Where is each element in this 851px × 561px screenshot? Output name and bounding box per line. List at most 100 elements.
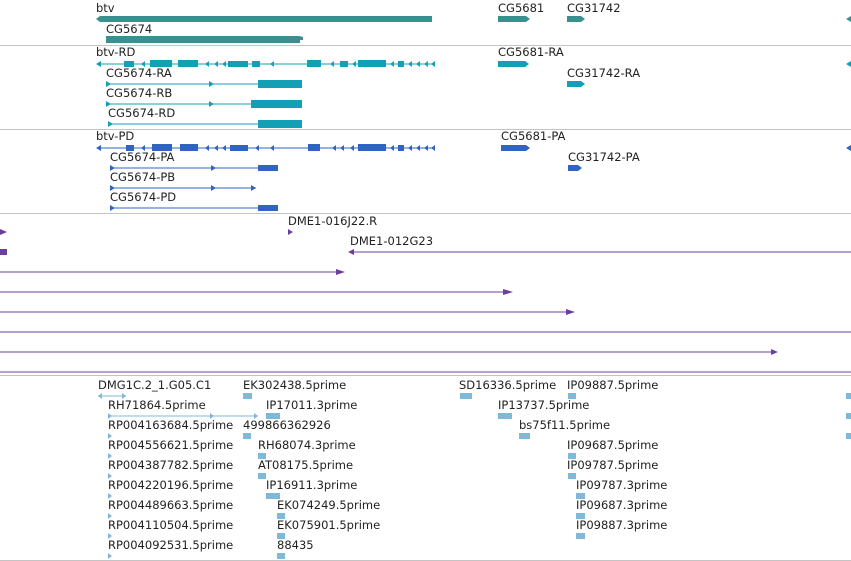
clone-label: DME1-012G23 <box>350 234 434 248</box>
clone-label: DME1-016J22.R <box>288 214 378 228</box>
protein-label: CG5674-PA <box>110 150 175 164</box>
clone-line-3[interactable] <box>0 309 575 315</box>
gene-label: CG5681 <box>498 1 545 15</box>
clone-line-2[interactable] <box>0 289 513 295</box>
clone-line-1[interactable] <box>0 269 345 275</box>
est-IP09787-3[interactable] <box>576 493 585 499</box>
protein-CG5674-PB[interactable] <box>110 185 256 191</box>
gene-CG5681[interactable] <box>498 16 530 22</box>
est-RP004220196[interactable] <box>108 493 112 499</box>
est-bs75f11[interactable] <box>519 433 530 439</box>
clone-left-edge-2[interactable] <box>0 249 7 255</box>
est-label: RP004163684.5prime <box>108 418 234 432</box>
transcript-label: CG5681-RA <box>498 45 564 59</box>
est-right-3[interactable] <box>846 433 851 439</box>
protein-CG5681-PA[interactable] <box>501 145 530 151</box>
est-right-2[interactable] <box>846 413 851 419</box>
est-EK074249[interactable] <box>277 513 285 519</box>
est-label: EK074249.5prime <box>277 498 381 512</box>
transcript-label: CG5674-RA <box>106 66 172 80</box>
track-divider <box>0 45 851 46</box>
est-IP09787-5[interactable] <box>568 473 576 479</box>
transcript-CG5674-RB[interactable] <box>106 100 302 108</box>
transcript-btv-RD[interactable] <box>96 60 435 67</box>
est-label: IP17011.3prime <box>266 398 358 412</box>
transcript-track <box>96 60 851 128</box>
protein-label: CG31742-PA <box>568 150 640 164</box>
est-IP13737[interactable] <box>498 413 512 419</box>
est-IP09687-5[interactable] <box>568 453 576 459</box>
protein-CG5674-PD[interactable] <box>110 205 278 211</box>
gene-offscreen-right[interactable] <box>846 16 851 22</box>
est-IP09887-3[interactable] <box>576 533 585 539</box>
transcript-CG5674-RA[interactable] <box>106 80 302 88</box>
est-label: RP004110504.5prime <box>108 518 234 532</box>
clone-line-5[interactable] <box>0 349 778 355</box>
clone-left-edge-1[interactable] <box>0 229 7 235</box>
est-label: RP004556621.5prime <box>108 438 234 452</box>
clone-track <box>0 229 851 373</box>
protein-btv-PD[interactable] <box>96 144 435 151</box>
est-IP09687-3[interactable] <box>576 513 585 519</box>
est-RP004092531[interactable] <box>108 553 112 559</box>
gene-CG31742[interactable] <box>567 16 585 22</box>
est-IP17011[interactable] <box>266 413 280 419</box>
protein-label: CG5674-PB <box>110 170 176 184</box>
protein-offscreen-right[interactable] <box>846 145 851 151</box>
est-label: 88435 <box>277 538 314 552</box>
est-RH68074[interactable] <box>258 453 266 459</box>
est-label: 499866362926 <box>243 418 331 432</box>
est-label: AT08175.5prime <box>258 458 354 472</box>
est-499866362926[interactable] <box>243 433 251 439</box>
est-RP004387782[interactable] <box>108 473 112 479</box>
protein-CG5674-PA[interactable] <box>110 165 278 171</box>
est-label: IP09887.5prime <box>567 378 659 392</box>
gene-btv[interactable] <box>96 16 432 22</box>
est-label: RP004489663.5prime <box>108 498 234 512</box>
gene-CG5674-bar[interactable] <box>106 37 300 43</box>
est-RH71864[interactable] <box>108 413 258 419</box>
protein-label: CG5681-PA <box>501 129 566 143</box>
gene-label: CG31742 <box>567 1 621 15</box>
transcript-offscreen-right[interactable] <box>846 61 851 67</box>
track-divider <box>0 213 851 214</box>
track-divider <box>0 129 851 130</box>
est-EK302438[interactable] <box>243 393 252 399</box>
est-label: IP09687.3prime <box>576 498 668 512</box>
est-label: IP16911.3prime <box>266 478 358 492</box>
est-label: IP13737.5prime <box>498 398 590 412</box>
transcript-CG31742-RA[interactable] <box>567 81 585 87</box>
transcript-label: btv-RD <box>96 45 136 59</box>
est-label: SD16336.5prime <box>459 378 557 392</box>
est-SD16336[interactable] <box>460 393 472 399</box>
est-label: DMG1C.2_1.G05.C1 <box>98 378 212 392</box>
est-RP004110504[interactable] <box>108 533 112 539</box>
est-IP09887-5[interactable] <box>568 393 576 399</box>
est-label: IP09787.5prime <box>567 458 659 472</box>
est-right-1[interactable] <box>846 393 851 399</box>
protein-label: btv-PD <box>96 129 135 143</box>
gene-label: btv <box>96 1 115 15</box>
clone-DME1-016J22.R[interactable] <box>288 229 293 235</box>
protein-CG31742-PA[interactable] <box>568 165 582 171</box>
est-track <box>98 393 851 559</box>
est-EK075901[interactable] <box>277 533 285 539</box>
est-DMG1C.2_1.G05.C1[interactable] <box>98 393 126 399</box>
est-RP004489663[interactable] <box>108 513 112 519</box>
est-label: RH71864.5prime <box>108 398 206 412</box>
est-label: RP004387782.5prime <box>108 458 234 472</box>
est-RP004556621[interactable] <box>108 453 112 459</box>
gene-track <box>96 16 851 43</box>
clone-DME1-012G23[interactable] <box>348 249 851 255</box>
est-label: RH68074.3prime <box>258 438 356 452</box>
transcript-CG5681-RA[interactable] <box>498 61 529 67</box>
est-label: bs75f11.5prime <box>519 418 611 432</box>
est-88435[interactable] <box>277 553 285 559</box>
transcript-label: CG5674-RD <box>108 106 176 120</box>
est-IP16911[interactable] <box>266 493 280 499</box>
transcript-CG5674-RD[interactable] <box>108 120 302 128</box>
est-label: IP09887.3prime <box>576 518 668 532</box>
est-AT08175[interactable] <box>258 473 266 479</box>
est-RP004163684[interactable] <box>108 433 112 439</box>
